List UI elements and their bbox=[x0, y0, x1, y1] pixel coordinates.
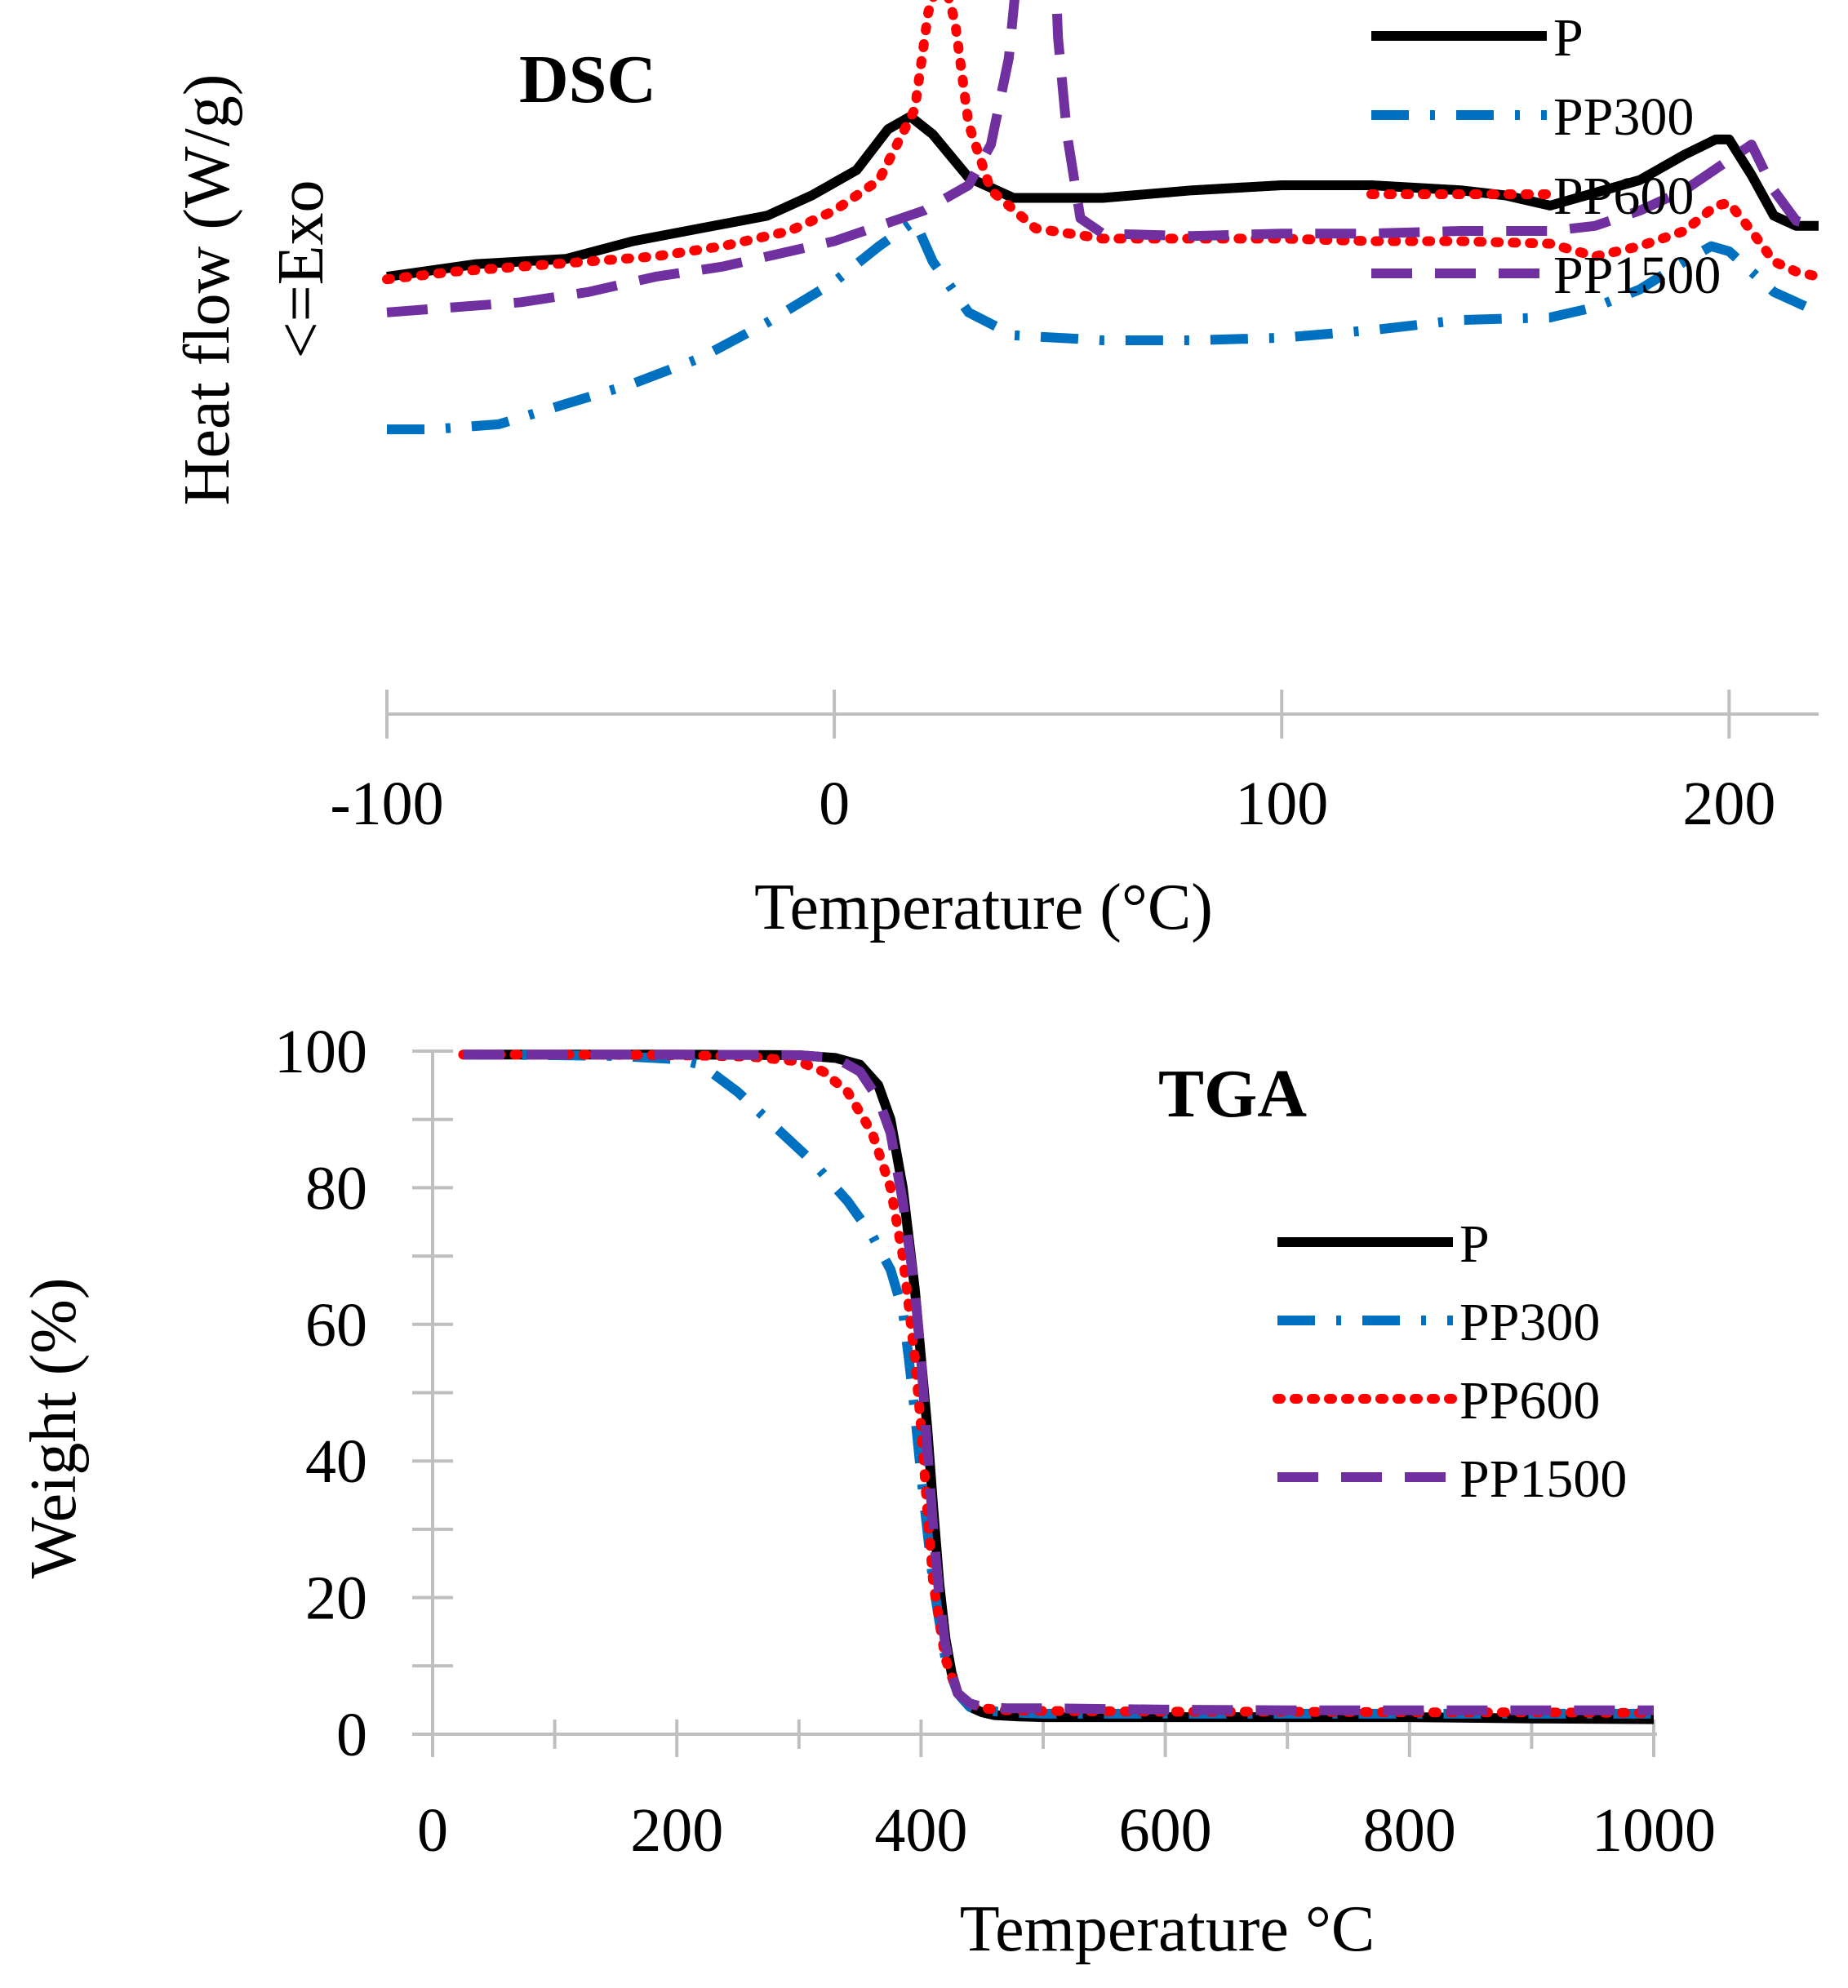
tga-x-tick-label: 200 bbox=[630, 1796, 723, 1865]
dsc-x-tick-label: -100 bbox=[330, 770, 443, 838]
dsc-x-tick-label: 200 bbox=[1682, 770, 1775, 838]
dsc-x-tick-label: 100 bbox=[1235, 770, 1328, 838]
dsc-series-line-pp600 bbox=[382, 0, 1824, 285]
dsc-y-axis-subtitle: <=Exo bbox=[265, 180, 337, 358]
dsc-legend-label-pp300: PP300 bbox=[1553, 87, 1694, 147]
tga-x-tick-label: 600 bbox=[1119, 1796, 1212, 1865]
tga-y-tick-label: 100 bbox=[274, 1018, 367, 1086]
tga-x-tick-label: 1000 bbox=[1592, 1796, 1716, 1865]
tga-x-tick-label: 400 bbox=[874, 1796, 967, 1865]
tga-title: TGA bbox=[1158, 1056, 1307, 1132]
tga-legend: P PP300 PP600 PP1500 bbox=[1273, 1214, 1627, 1509]
dsc-legend-label-pp1500: PP1500 bbox=[1553, 246, 1721, 305]
tga-legend-label-pp300: PP300 bbox=[1459, 1293, 1600, 1352]
tga-tick-labels: 0 200 400 600 800 1000 0 20 40 60 80 100 bbox=[274, 1018, 1716, 1865]
tga-y-tick-label: 40 bbox=[305, 1427, 367, 1496]
dsc-x-tick-labels: -100 0 100 200 bbox=[330, 770, 1775, 838]
tga-y-tick-label: 20 bbox=[305, 1564, 367, 1633]
dsc-x-ticks bbox=[385, 690, 1731, 739]
tga-x-tick-label: 800 bbox=[1363, 1796, 1456, 1865]
tga-x-axis-title: Temperature °C bbox=[960, 1893, 1375, 1965]
dsc-legend-label-pp600: PP600 bbox=[1553, 166, 1694, 226]
dsc-series-line-pp1500 bbox=[386, 0, 1820, 317]
dsc-x-tick-label: 0 bbox=[819, 770, 850, 838]
tga-y-tick-label: 60 bbox=[305, 1291, 367, 1360]
dsc-series-line-pp300 bbox=[387, 215, 1821, 435]
dsc-legend-label-p: P bbox=[1553, 8, 1584, 68]
dsc-title: DSC bbox=[519, 42, 656, 118]
dsc-series-group bbox=[382, 0, 1824, 435]
tga-series-line-pp1500 bbox=[463, 1049, 1654, 1715]
tga-chart: TGA Weight (%) 0 200 400 600 800 1000 0 20 40 60 8… bbox=[18, 1018, 1716, 1965]
tga-legend-label-p: P bbox=[1459, 1214, 1490, 1274]
tga-legend-label-pp1500: PP1500 bbox=[1459, 1449, 1627, 1509]
dsc-y-axis-title: Heat flow (W/g) bbox=[171, 74, 243, 506]
tga-y-tick-label: 0 bbox=[336, 1701, 367, 1769]
dsc-legend: P PP300 PP600 PP1500 bbox=[1366, 8, 1721, 305]
tga-y-axis-title: Weight (%) bbox=[18, 1278, 90, 1579]
dsc-chart: DSC Heat flow (W/g) <=Exo -100 0 100 200 Te… bbox=[171, 0, 1824, 943]
tga-x-tick-label: 0 bbox=[417, 1796, 448, 1865]
dsc-x-axis-title: Temperature (°C) bbox=[754, 872, 1213, 943]
dsc-series-line-p bbox=[386, 111, 1819, 282]
tga-legend-label-pp600: PP600 bbox=[1459, 1371, 1600, 1431]
tga-ticks bbox=[412, 1049, 1655, 1757]
tga-series-group bbox=[458, 1049, 1659, 1724]
tga-y-tick-label: 80 bbox=[305, 1154, 367, 1223]
